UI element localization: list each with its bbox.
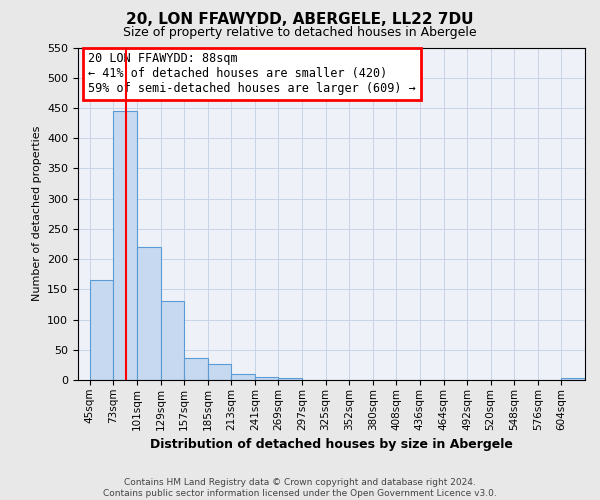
Text: Size of property relative to detached houses in Abergele: Size of property relative to detached ho…	[123, 26, 477, 39]
Bar	[161, 302, 184, 380]
X-axis label: Distribution of detached houses by size in Abergele: Distribution of detached houses by size …	[150, 438, 513, 451]
Y-axis label: Number of detached properties: Number of detached properties	[32, 126, 41, 302]
Text: 20 LON FFAWYDD: 88sqm
← 41% of detached houses are smaller (420)
59% of semi-det: 20 LON FFAWYDD: 88sqm ← 41% of detached …	[88, 52, 416, 96]
Text: 20, LON FFAWYDD, ABERGELE, LL22 7DU: 20, LON FFAWYDD, ABERGELE, LL22 7DU	[126, 12, 474, 28]
Bar	[137, 247, 161, 380]
Text: Contains HM Land Registry data © Crown copyright and database right 2024.
Contai: Contains HM Land Registry data © Crown c…	[103, 478, 497, 498]
Bar	[90, 280, 113, 380]
Bar	[562, 378, 585, 380]
Bar	[255, 377, 278, 380]
Bar	[113, 111, 137, 380]
Bar	[208, 364, 231, 380]
Bar	[278, 378, 302, 380]
Bar	[184, 358, 208, 380]
Bar	[231, 374, 255, 380]
